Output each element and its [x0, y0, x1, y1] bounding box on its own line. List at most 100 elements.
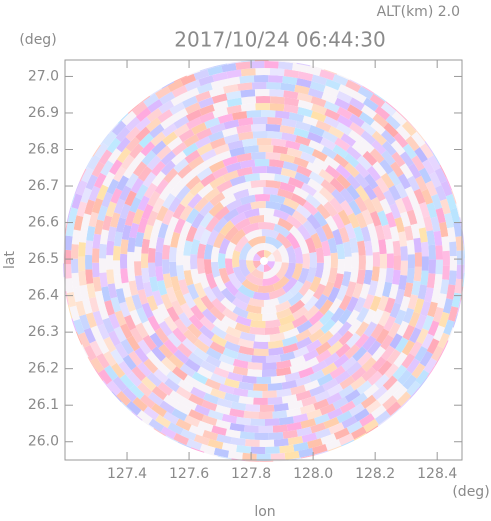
- field-cell: [296, 165, 313, 178]
- field-cell: [365, 255, 374, 271]
- field-cell: [148, 233, 159, 249]
- field-cell: [229, 175, 246, 187]
- field-cell: [232, 111, 248, 121]
- field-cell: [339, 375, 356, 390]
- field-cell: [115, 217, 127, 233]
- field-cell: [393, 352, 408, 368]
- field-cell: [434, 167, 448, 184]
- field-cell: [122, 354, 137, 371]
- field-cell: [435, 185, 447, 201]
- field-cell: [445, 177, 453, 191]
- field-cell: [382, 281, 393, 298]
- field-cell: [173, 433, 189, 446]
- field-cell: [276, 388, 292, 398]
- field-cell: [232, 358, 249, 369]
- field-cell: [120, 268, 129, 284]
- y-tick-label: 26.0: [28, 434, 59, 450]
- field-cell: [386, 349, 401, 365]
- field-cell: [406, 209, 418, 226]
- field-cell: [203, 259, 213, 275]
- field-cell: [218, 237, 231, 255]
- field-cell: [254, 88, 270, 97]
- field-cell: [80, 187, 92, 204]
- field-cell: [189, 254, 198, 270]
- field-cell: [103, 350, 117, 367]
- field-cell: [252, 116, 268, 125]
- field-cell: [456, 300, 462, 315]
- field-cell: [163, 315, 178, 332]
- field-cell: [452, 314, 458, 328]
- field-cell: [171, 85, 188, 98]
- field-cell: [364, 240, 373, 256]
- field-cell: [155, 237, 165, 253]
- field-cell: [94, 368, 104, 381]
- field-cell: [226, 69, 242, 79]
- field-cell: [213, 447, 229, 458]
- field-cell: [269, 68, 285, 77]
- field-cell: [138, 95, 151, 105]
- field-cell: [91, 161, 105, 178]
- field-cell: [270, 452, 286, 461]
- field-cell: [142, 420, 154, 429]
- field-cell: [167, 173, 183, 190]
- field-cell: [448, 270, 457, 286]
- field-cell: [415, 175, 428, 192]
- field-cell: [366, 165, 382, 182]
- field-cell: [286, 407, 302, 418]
- field-cell: [213, 143, 230, 156]
- field-cell: [221, 442, 238, 452]
- field-cell: [163, 230, 174, 246]
- field-cell: [113, 274, 123, 290]
- field-cell: [329, 177, 345, 193]
- field-cell: [261, 369, 277, 378]
- field-cell: [158, 343, 174, 360]
- field-cell: [414, 147, 428, 163]
- field-cell: [401, 195, 414, 212]
- field-cell: [203, 392, 219, 405]
- field-cell: [406, 268, 415, 284]
- field-cell: [268, 287, 286, 300]
- field-cell: [357, 86, 374, 100]
- field-cell: [210, 388, 226, 400]
- field-cell: [445, 194, 457, 210]
- field-cell: [190, 268, 201, 285]
- field-cell: [333, 427, 350, 440]
- field-cell: [266, 261, 275, 269]
- field-cell: [447, 327, 454, 341]
- field-cell: [282, 76, 298, 85]
- field-cell: [282, 276, 298, 294]
- field-cell: [371, 196, 384, 213]
- field-cell: [409, 387, 420, 399]
- field-cell: [119, 301, 131, 318]
- field-cell: [185, 207, 200, 224]
- field-cell: [113, 245, 121, 261]
- field-cell: [186, 283, 200, 300]
- field-cell: [199, 104, 215, 116]
- field-cell: [126, 251, 135, 267]
- field-cell: [75, 331, 83, 345]
- field-cell: [151, 197, 165, 214]
- field-cell: [111, 120, 127, 136]
- field-cell: [254, 334, 270, 343]
- field-cell: [271, 261, 282, 275]
- field-cell: [129, 309, 142, 326]
- field-cell: [193, 69, 210, 81]
- field-cell: [335, 164, 352, 180]
- field-cell: [339, 188, 355, 204]
- field-cell: [115, 288, 126, 304]
- field-cell: [288, 112, 305, 123]
- field-cell: [293, 127, 310, 139]
- field-cell: [188, 352, 204, 367]
- field-cell: [236, 352, 252, 363]
- field-cell: [85, 312, 97, 329]
- field-cell: [275, 110, 290, 120]
- field-cell: [328, 320, 344, 336]
- field-cell: [215, 404, 231, 416]
- field-cell: [349, 79, 363, 87]
- x-tick-label: 128.4: [417, 466, 457, 482]
- field-cell: [382, 224, 393, 240]
- field-cell: [283, 90, 299, 100]
- field-cell: [258, 144, 274, 153]
- field-cell: [147, 190, 161, 207]
- field-cell: [269, 194, 286, 205]
